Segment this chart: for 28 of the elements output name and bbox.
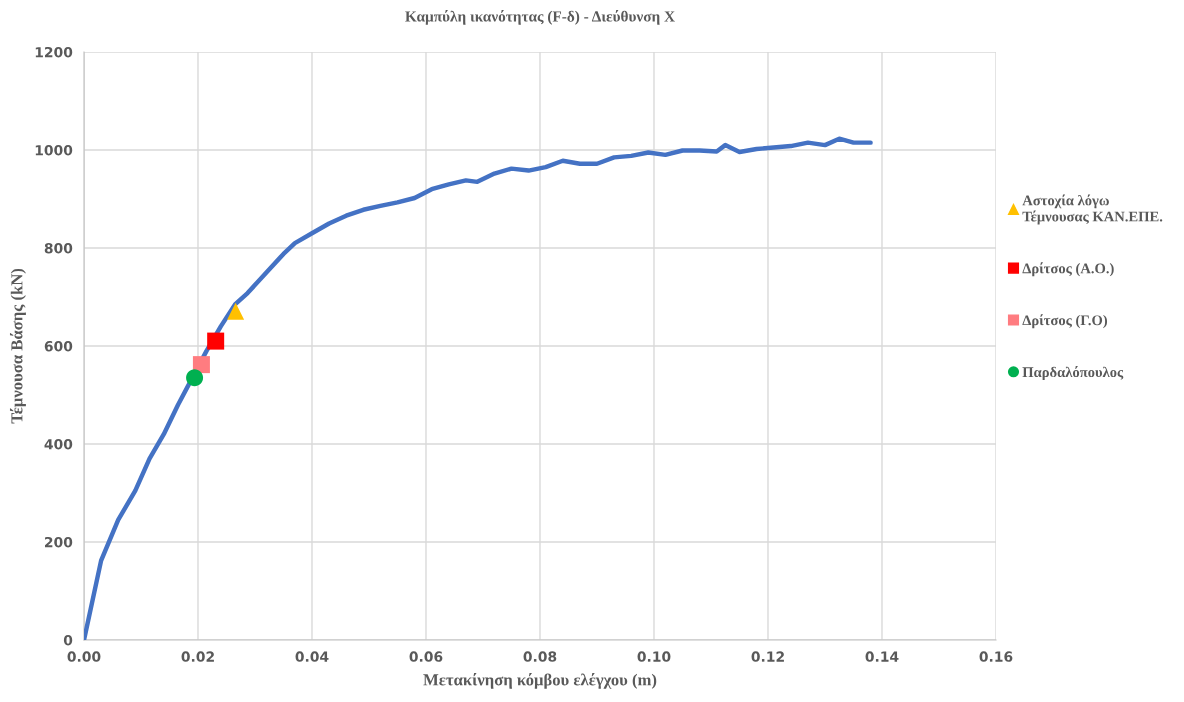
legend-label: Αστοχία λόγω Τέμνουσας ΚΑΝ.ΕΠΕ. bbox=[1022, 194, 1163, 225]
legend-label: Δρίτσος (Α.Ο.) bbox=[1022, 262, 1114, 277]
x-tick-label: 0.04 bbox=[295, 651, 329, 662]
x-axis-title: Μετακίνηση κόμβου ελέγχου (m) bbox=[423, 672, 657, 689]
y-tick-label: 1000 bbox=[35, 144, 73, 156]
y-tick-label: 600 bbox=[44, 340, 73, 352]
x-tick-label: 0.12 bbox=[751, 651, 784, 662]
point bbox=[186, 369, 204, 387]
point bbox=[207, 332, 225, 350]
y-tick-label: 400 bbox=[44, 438, 73, 450]
y-tick-label: 200 bbox=[45, 536, 73, 548]
line-series bbox=[84, 136, 873, 640]
chart-title: Καμπύλη ικανότητας (F-δ) - Διεύθυνση X bbox=[405, 10, 675, 25]
x-tick-label: 0.14 bbox=[865, 651, 899, 662]
y-tick-label: 1200 bbox=[35, 46, 73, 58]
x-tick-label: 0.00 bbox=[67, 651, 101, 662]
x-tick-label: 0.16 bbox=[979, 651, 1013, 662]
y-tick-label: 800 bbox=[44, 242, 73, 254]
legend-label: Παρδαλόπουλος bbox=[1022, 366, 1124, 381]
point bbox=[227, 302, 245, 320]
x-tick-label: 0.06 bbox=[409, 651, 443, 662]
x-tick-label: 0.10 bbox=[637, 651, 671, 662]
y-axis-title: Τέμνουσα Βάσης (kN) bbox=[9, 268, 26, 424]
x-tick-label: 0.02 bbox=[181, 651, 214, 662]
y-tick-label: 0 bbox=[63, 634, 73, 646]
x-tick-label: 0.08 bbox=[523, 651, 557, 662]
legend-label: Δρίτσος (Γ.Ο) bbox=[1022, 314, 1108, 329]
point bbox=[192, 356, 210, 374]
